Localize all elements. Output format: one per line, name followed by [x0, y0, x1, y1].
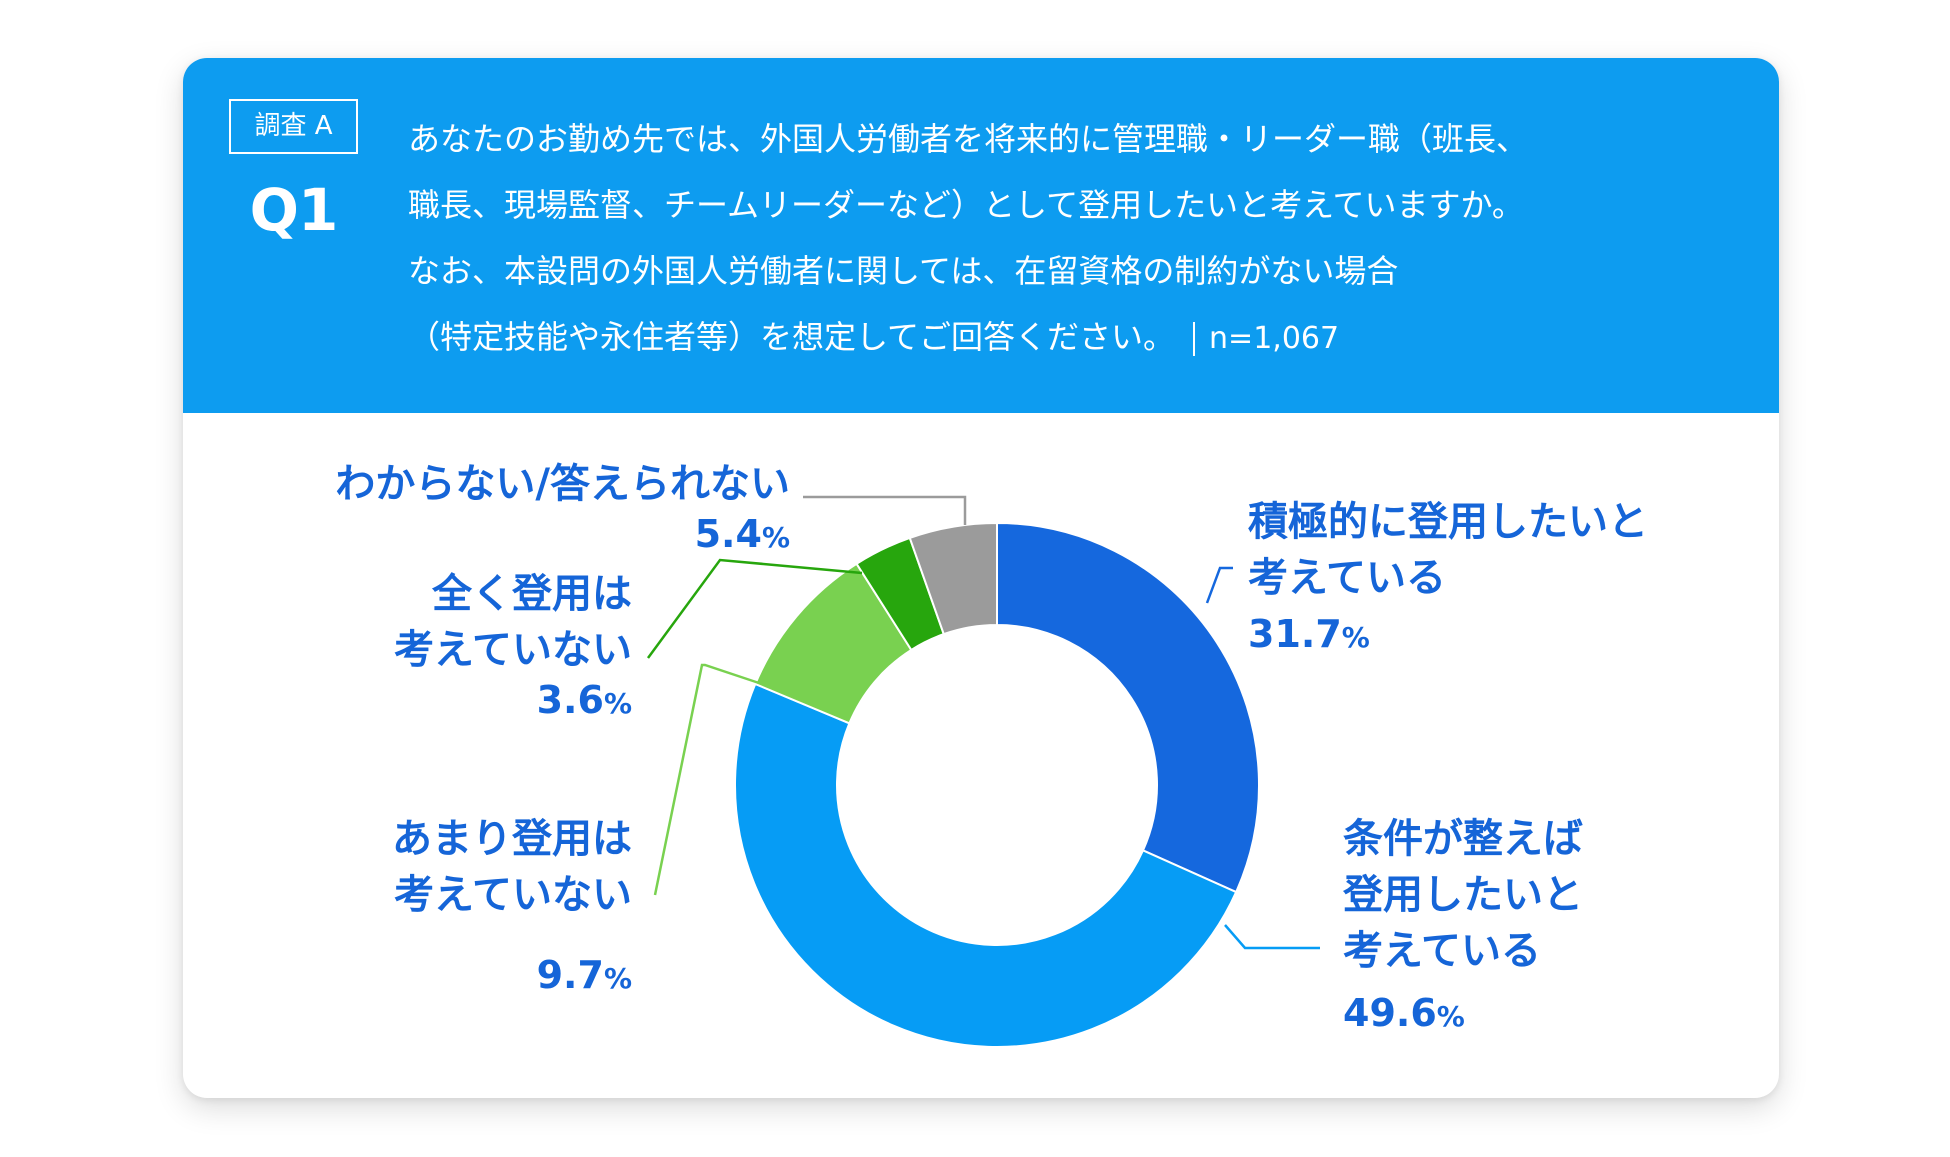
slice-value-1: 31.7% — [1248, 612, 1370, 656]
slice-value-4: 3.6% — [537, 678, 632, 722]
slice-label-2-line-3: 考えている — [1343, 928, 1541, 974]
chart-slices — [733, 521, 1260, 1049]
donut-slice-2 — [733, 682, 1238, 1049]
question-line-4-text: （特定技能や永住者等）を想定してご回答ください。 — [408, 318, 1176, 356]
leader-line-4 — [646, 558, 863, 659]
leader-line-3 — [653, 663, 763, 896]
donut-slice-1 — [996, 521, 1260, 894]
slice-value-2: 49.6% — [1343, 991, 1465, 1035]
chart-card: 調査 A Q1 あなたのお勤め先では、外国人労働者を将来的に管理職・リーダー職（… — [183, 58, 1779, 1098]
leader-lines — [646, 495, 1320, 950]
question-number: Q1 — [249, 176, 339, 244]
question-line-4: （特定技能や永住者等）を想定してご回答ください。 n=1,067 — [408, 304, 1738, 372]
slice-label-1-line-1: 積極的に登用したいと — [1248, 499, 1648, 545]
slice-label-1-line-2: 考えている — [1248, 555, 1446, 601]
question-line-1: あなたのお勤め先では、外国人労働者を将来的に管理職・リーダー職（班長、 — [408, 120, 1529, 158]
question-line-2: 職長、現場監督、チームリーダーなど）として登用したいと考えていますか。 — [408, 186, 1524, 224]
slice-label-5-line-1: わからない/答えられない — [335, 461, 790, 507]
question-header: 調査 A Q1 あなたのお勤め先では、外国人労働者を将来的に管理職・リーダー職（… — [183, 58, 1779, 413]
leader-line-5 — [803, 495, 967, 525]
slice-value-3: 9.7% — [537, 953, 632, 997]
sample-size: n=1,067 — [1209, 321, 1340, 356]
slice-label-3-line-1: あまり登用は — [392, 816, 632, 862]
slice-value-5: 5.4% — [695, 512, 790, 556]
slice-label-2-line-1: 条件が整えば — [1343, 816, 1583, 862]
question-text: あなたのお勤め先では、外国人労働者を将来的に管理職・リーダー職（班長、 職長、現… — [408, 106, 1738, 372]
slice-label-4-line-1: 全く登用は — [431, 571, 632, 617]
slice-label-4-line-2: 考えていない — [394, 627, 632, 673]
slice-label-2-line-2: 登用したいと — [1342, 872, 1583, 918]
leader-line-1 — [1205, 566, 1233, 604]
slice-label-3-line-2: 考えていない — [394, 872, 632, 918]
donut-slice-5 — [908, 521, 998, 636]
leader-line-2 — [1224, 924, 1320, 950]
sample-divider — [1193, 322, 1196, 356]
question-line-3: なお、本設問の外国人労働者に関しては、在留資格の制約がない場合 — [408, 252, 1399, 290]
slice-labels: 積極的に登用したいと考えている31.7%条件が整えば登用したいと考えている49.… — [335, 461, 1648, 1035]
survey-label: 調査 A — [229, 99, 358, 154]
